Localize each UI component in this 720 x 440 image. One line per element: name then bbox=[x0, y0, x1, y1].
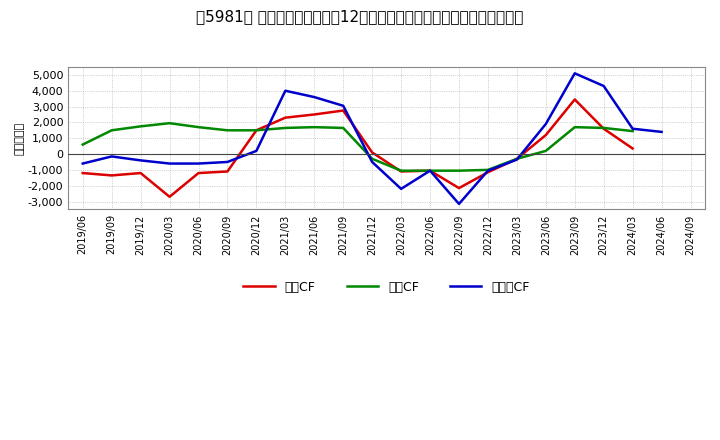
Line: 投資CF: 投資CF bbox=[83, 123, 633, 171]
営業CF bbox=[629, 146, 637, 151]
営業CF bbox=[513, 156, 521, 161]
フリーCF bbox=[252, 148, 261, 154]
営業CF bbox=[310, 112, 318, 117]
投資CF bbox=[166, 121, 174, 126]
フリーCF bbox=[194, 161, 203, 166]
営業CF bbox=[368, 150, 377, 155]
営業CF bbox=[194, 170, 203, 176]
フリーCF bbox=[368, 159, 377, 165]
フリーCF bbox=[629, 126, 637, 132]
投資CF bbox=[136, 124, 145, 129]
営業CF bbox=[426, 168, 434, 173]
フリーCF bbox=[513, 157, 521, 162]
投資CF bbox=[426, 168, 434, 173]
フリーCF bbox=[599, 83, 608, 88]
営業CF bbox=[107, 173, 116, 178]
営業CF bbox=[599, 126, 608, 132]
投資CF bbox=[310, 125, 318, 130]
投資CF bbox=[513, 156, 521, 161]
フリーCF bbox=[310, 95, 318, 100]
フリーCF bbox=[454, 201, 463, 206]
営業CF bbox=[484, 169, 492, 175]
Legend: 営業CF, 投資CF, フリーCF: 営業CF, 投資CF, フリーCF bbox=[238, 275, 535, 298]
フリーCF bbox=[281, 88, 289, 93]
フリーCF bbox=[570, 71, 579, 76]
営業CF bbox=[339, 108, 348, 113]
営業CF bbox=[397, 169, 405, 174]
Line: 営業CF: 営業CF bbox=[83, 99, 633, 197]
フリーCF bbox=[78, 161, 87, 166]
フリーCF bbox=[426, 168, 434, 173]
投資CF bbox=[107, 128, 116, 133]
営業CF bbox=[78, 170, 87, 176]
投資CF bbox=[454, 168, 463, 173]
投資CF bbox=[599, 125, 608, 131]
営業CF bbox=[166, 194, 174, 199]
投資CF bbox=[223, 128, 232, 133]
営業CF bbox=[136, 170, 145, 176]
投資CF bbox=[194, 125, 203, 130]
投資CF bbox=[339, 125, 348, 131]
フリーCF bbox=[397, 186, 405, 191]
フリーCF bbox=[657, 129, 666, 135]
営業CF bbox=[223, 169, 232, 174]
フリーCF bbox=[166, 161, 174, 166]
投資CF bbox=[570, 125, 579, 130]
フリーCF bbox=[107, 154, 116, 159]
フリーCF bbox=[541, 121, 550, 127]
Line: フリーCF: フリーCF bbox=[83, 73, 662, 204]
投資CF bbox=[629, 128, 637, 134]
投資CF bbox=[397, 168, 405, 173]
投資CF bbox=[368, 156, 377, 161]
投資CF bbox=[484, 167, 492, 172]
営業CF bbox=[281, 115, 289, 120]
営業CF bbox=[541, 132, 550, 138]
投資CF bbox=[281, 125, 289, 131]
フリーCF bbox=[484, 168, 492, 173]
営業CF bbox=[252, 128, 261, 133]
フリーCF bbox=[136, 158, 145, 163]
フリーCF bbox=[223, 159, 232, 165]
フリーCF bbox=[339, 103, 348, 108]
Y-axis label: （百万円）: （百万円） bbox=[15, 122, 25, 155]
投資CF bbox=[541, 148, 550, 154]
投資CF bbox=[78, 142, 87, 147]
投資CF bbox=[252, 128, 261, 133]
営業CF bbox=[570, 97, 579, 102]
営業CF bbox=[454, 185, 463, 191]
Text: 々5981〆 キャッシュフローの12か月移動合計の対前年同期増減額の推移: 々5981〆 キャッシュフローの12か月移動合計の対前年同期増減額の推移 bbox=[197, 9, 523, 24]
